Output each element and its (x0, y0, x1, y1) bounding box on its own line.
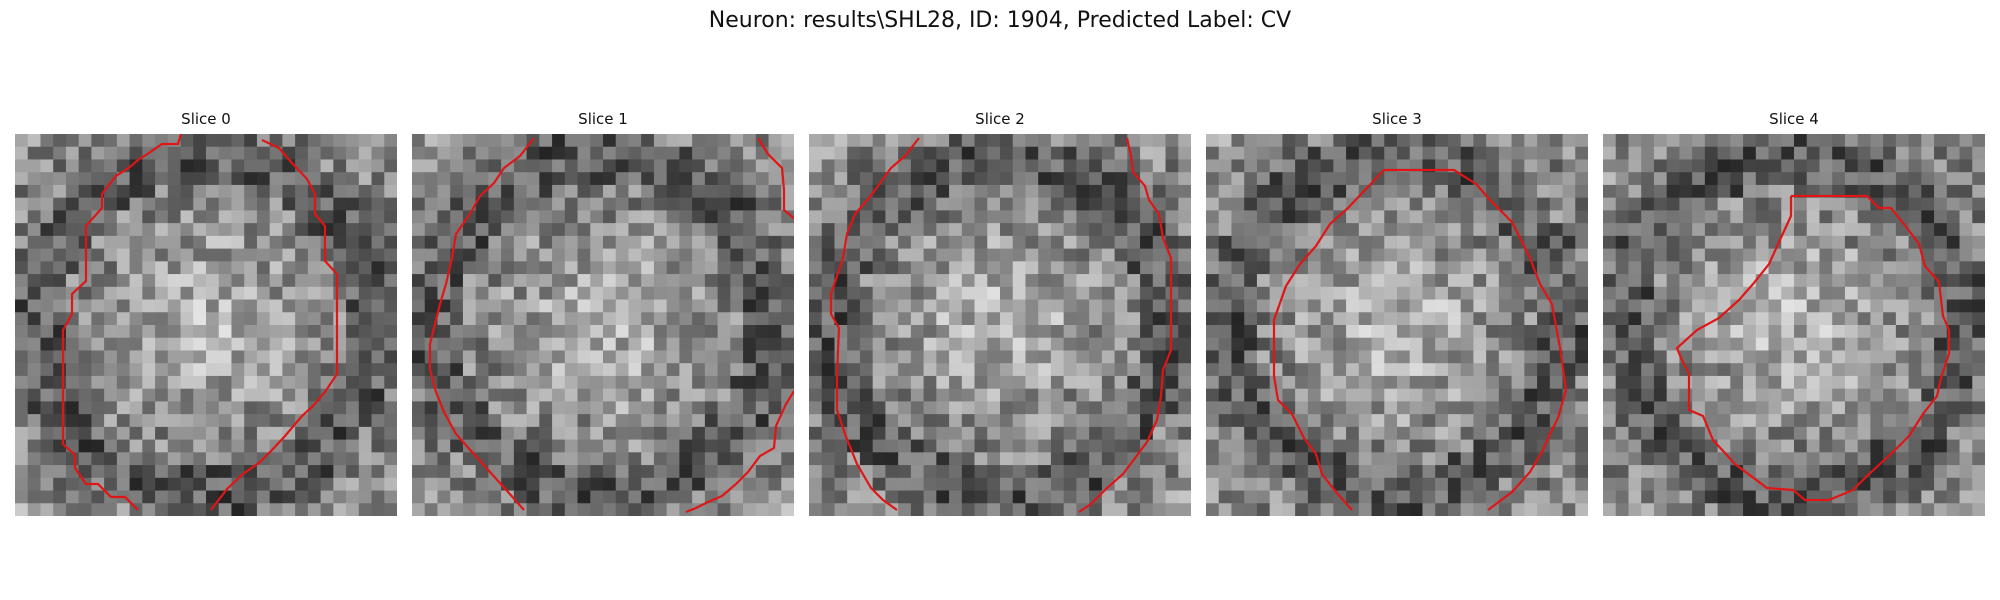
slice-0-title: Slice 0 (181, 110, 231, 128)
slice-4-contour (1675, 194, 1951, 502)
slice-0-image (15, 134, 397, 516)
slice-3-contour (1272, 168, 1568, 511)
slice-4-image (1603, 134, 1985, 516)
slice-2-title: Slice 2 (975, 110, 1025, 128)
slice-1-pixel-grid (412, 134, 794, 516)
slice-1-title: Slice 1 (578, 110, 628, 128)
slice-1-contour (428, 137, 535, 511)
slice-3-image (1206, 134, 1588, 516)
slice-3-title: Slice 3 (1372, 110, 1422, 128)
slice-4-pixel-grid (1603, 134, 1985, 516)
figure-title: Neuron: results\SHL28, ID: 1904, Predict… (708, 8, 1292, 33)
slice-0-contour (61, 134, 183, 511)
slice-2-pixel-grid (809, 134, 1191, 516)
slice-1-contour-2 (757, 137, 794, 220)
slice-0-contour-2 (210, 139, 339, 511)
slice-2-image (809, 134, 1191, 516)
slice-3-pixel-grid (1206, 134, 1588, 516)
slice-4-title: Slice 4 (1769, 110, 1819, 128)
slice-1-image (412, 134, 794, 516)
slice-2-contour-2 (1078, 137, 1173, 513)
slice-2-contour (829, 137, 920, 511)
slice-1-contour-3 (685, 389, 794, 514)
slice-0-pixel-grid (15, 134, 397, 516)
